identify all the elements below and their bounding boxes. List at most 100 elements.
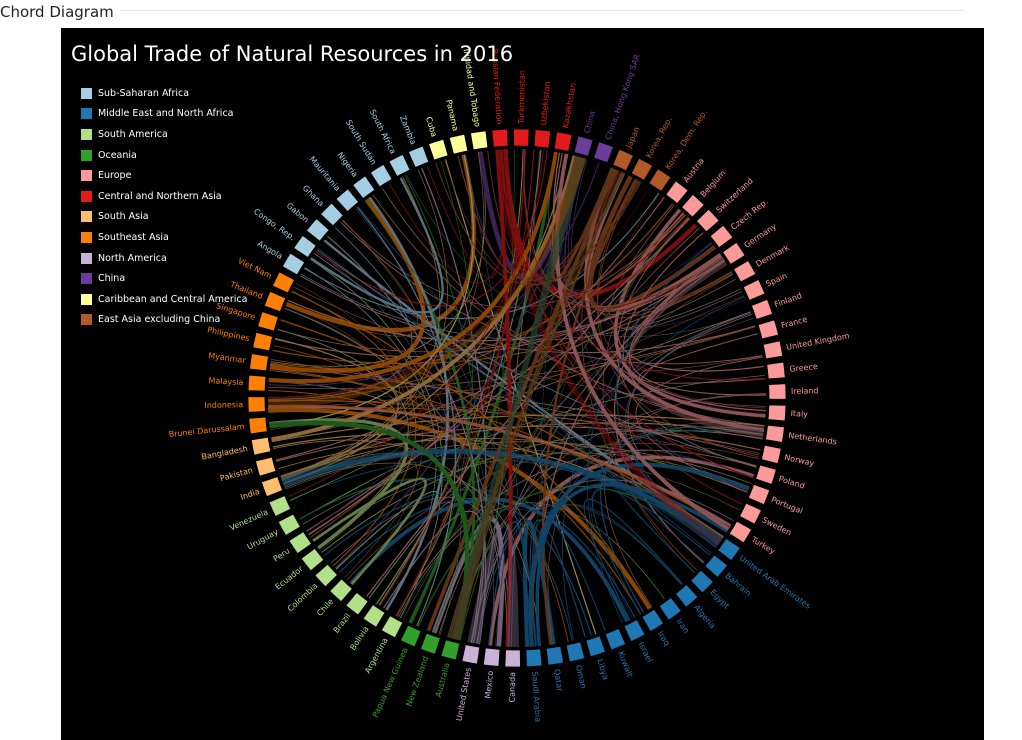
node-label: Venezuela	[228, 507, 269, 532]
legend-item[interactable]: East Asia excluding China	[81, 310, 247, 331]
node-label: Denmark	[754, 243, 791, 269]
chord-link	[270, 213, 685, 369]
node-arc	[255, 456, 277, 477]
legend-item[interactable]: China	[81, 268, 247, 289]
chord-link	[269, 420, 470, 640]
legend-item[interactable]: Central and Northern Asia	[81, 186, 247, 207]
chord-link	[596, 178, 766, 409]
chord-ribbon	[268, 155, 587, 410]
legend-label: North America	[98, 252, 167, 264]
chord-link	[635, 356, 763, 493]
chord-link	[417, 485, 721, 627]
node-label: Australia	[434, 662, 452, 699]
legend-label: Sub-Saharan Africa	[98, 87, 190, 99]
node-label: Greece	[789, 362, 818, 374]
chord-link	[269, 154, 475, 428]
node-arc	[407, 145, 430, 168]
chord-link	[270, 151, 486, 367]
chord-link	[591, 488, 711, 615]
node-label: Gabon	[285, 201, 311, 225]
node-label: Peru	[272, 546, 292, 563]
chord-link	[323, 489, 636, 618]
legend-label: Europe	[98, 170, 132, 182]
node-label: Brunei Darussalam	[168, 422, 245, 439]
chord-diagram[interactable]: Russian Federation Turkmenistan Uzbekistan…	[61, 28, 984, 740]
legend-swatch	[81, 190, 92, 202]
node-label: Saudi Arabia	[530, 671, 542, 722]
node-arc	[533, 129, 552, 149]
chord-link	[457, 155, 618, 282]
chord-link	[308, 196, 665, 536]
node-arc	[362, 604, 386, 628]
chord-link	[551, 155, 615, 282]
chord-link	[268, 404, 730, 529]
node-arc	[268, 495, 292, 517]
node-label: Brazil	[332, 612, 353, 635]
chord-link	[488, 521, 537, 647]
legend-item[interactable]: Oceania	[81, 145, 247, 166]
chord-link	[280, 311, 751, 477]
chord-link	[284, 308, 510, 647]
node-arc	[573, 135, 594, 157]
chord-link	[285, 447, 740, 511]
chord-link	[628, 256, 767, 396]
node-arc	[674, 583, 699, 608]
node-label: Argentina	[363, 636, 390, 675]
node-label: Iraq	[656, 630, 672, 648]
chord-link	[499, 149, 766, 381]
node-label: Czech Rep.	[729, 197, 769, 232]
node-arc	[271, 271, 295, 294]
node-label: Bangladesh	[201, 444, 249, 461]
node-arc	[469, 130, 489, 151]
node-arc	[263, 290, 287, 313]
chord-link	[555, 153, 730, 531]
node-arc	[252, 331, 274, 352]
legend-item[interactable]: North America	[81, 248, 247, 269]
chord-link	[541, 178, 637, 645]
node-label: Cuba	[424, 116, 439, 138]
node-arcs	[247, 128, 787, 668]
legend-label: Caribbean and Central America	[98, 293, 248, 305]
legend-item[interactable]: Sub-Saharan Africa	[81, 83, 247, 104]
chord-link	[315, 150, 548, 307]
chord-link	[281, 154, 569, 479]
chord-link	[267, 203, 674, 403]
chord-link	[284, 441, 752, 489]
chord-link	[277, 328, 409, 548]
legend-label: Central and Northern Asia	[98, 190, 222, 202]
chord-link	[312, 477, 427, 586]
node-arc	[247, 396, 266, 413]
chord-link	[615, 212, 765, 372]
chord-link	[389, 149, 508, 284]
chord-link	[452, 394, 767, 639]
node-arc	[329, 578, 353, 603]
legend-swatch	[81, 211, 92, 223]
legend-item[interactable]: Europe	[81, 165, 247, 186]
legend-item[interactable]: Southeast Asia	[81, 227, 247, 248]
node-arc	[755, 464, 777, 485]
node-label: United Arab Emirates	[737, 554, 812, 611]
node-label: Poland	[778, 474, 806, 490]
legend-item[interactable]: Middle East and North Africa	[81, 104, 247, 125]
chord-visual[interactable]: Russian Federation Turkmenistan Uzbekistan…	[61, 28, 984, 740]
node-label: Mauritania	[307, 155, 342, 193]
node-label: New Zealand	[404, 655, 430, 708]
chord-link	[368, 501, 452, 617]
node-label: Portugal	[770, 495, 804, 516]
legend-item[interactable]: Caribbean and Central America	[81, 289, 247, 310]
chord-link	[548, 151, 732, 315]
legend-item[interactable]: South America	[81, 124, 247, 145]
chord-link	[562, 296, 745, 641]
chord-link	[286, 303, 411, 551]
chord-link	[477, 503, 682, 645]
chord-link	[270, 359, 760, 456]
node-label: Pakistan	[219, 466, 254, 483]
legend-item[interactable]: South Asia	[81, 207, 247, 228]
legend-label: Oceania	[98, 149, 137, 161]
node-label: Uzbekistan	[539, 81, 552, 126]
node-arc	[623, 619, 646, 643]
node-arc	[250, 436, 272, 456]
chord-link	[459, 216, 689, 641]
node-arc	[766, 361, 786, 380]
node-label: Libya	[595, 658, 610, 681]
